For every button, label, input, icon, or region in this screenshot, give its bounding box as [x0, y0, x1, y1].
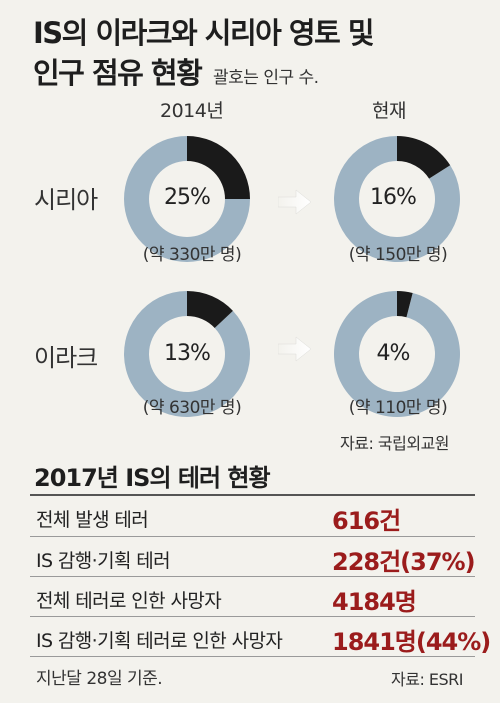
population-label-iraq-current: (약 110만 명)	[348, 398, 448, 418]
page-title-line1: IS의 이라크와 시리아 영토 및	[33, 16, 375, 50]
population-label-iraq-2014: (약 630만 명)	[142, 398, 242, 418]
stat-value: 616건	[332, 507, 401, 535]
stat-value: 1841명(44%)	[332, 628, 491, 656]
population-label-syria-2014: (약 330만 명)	[142, 245, 242, 265]
pie-slice-remaining	[334, 291, 461, 418]
stat-label: IS 감행·기획 테러로 인한 사망자	[36, 630, 283, 652]
percent-label-syria-current: 16%	[370, 185, 417, 210]
donut-iraq-2014	[124, 291, 251, 417]
stat-value: 228건(37%)	[332, 548, 476, 576]
divider	[30, 616, 475, 617]
pie-slice-is-controlled	[187, 291, 233, 328]
pie-slice-remaining	[334, 136, 461, 262]
table-row: 전체 발생 테러 616건	[30, 496, 475, 535]
column-header-current: 현재	[372, 100, 406, 122]
row-label-iraq: 이라크	[34, 344, 98, 372]
table-row: IS 감행·기획 테러 228건(37%)	[30, 537, 476, 576]
pie-slice-is-controlled	[187, 136, 250, 199]
section-title: 2017년 IS의 테러 현황	[34, 464, 271, 492]
divider	[30, 656, 475, 657]
footnote: 지난달 28일 기준.	[36, 669, 163, 689]
arrow-right-icon	[278, 189, 312, 215]
source-label: 자료: 국립외교원	[340, 434, 450, 453]
divider	[30, 536, 475, 537]
pie-slice-is-controlled	[397, 291, 413, 318]
pie-slice-is-controlled	[397, 136, 451, 179]
arrow-right-icon	[278, 336, 312, 362]
source-label: 자료: ESRI	[391, 670, 464, 689]
divider	[30, 576, 475, 577]
divider	[30, 494, 475, 496]
pie-slice-remaining	[124, 291, 251, 417]
donut-syria-current	[334, 136, 461, 262]
percent-label-iraq-2014: 13%	[164, 341, 211, 366]
population-label-syria-current: (약 150만 명)	[348, 245, 448, 265]
column-header-2014: 2014년	[160, 100, 224, 122]
page-title-line2: 인구 점유 현황	[33, 56, 203, 90]
stat-value: 4184명	[332, 588, 417, 616]
row-label-syria: 시리아	[34, 186, 98, 214]
donut-syria-2014	[124, 136, 250, 263]
pie-slice-remaining	[124, 136, 250, 263]
table-row: 전체 테러로 인한 사망자 4184명	[30, 577, 475, 616]
population-note: 괄호는 인구 수.	[213, 68, 319, 88]
percent-label-iraq-current: 4%	[376, 341, 411, 366]
donut-chart	[124, 136, 461, 418]
stat-label: 전체 발생 테러	[36, 509, 149, 531]
stat-label: IS 감행·기획 테러	[36, 550, 171, 572]
table-row: IS 감행·기획 테러로 인한 사망자 1841명(44%)	[30, 617, 491, 656]
stat-label: 전체 테러로 인한 사망자	[36, 590, 222, 612]
donut-iraq-current	[334, 291, 461, 418]
percent-label-syria-2014: 25%	[164, 185, 211, 210]
